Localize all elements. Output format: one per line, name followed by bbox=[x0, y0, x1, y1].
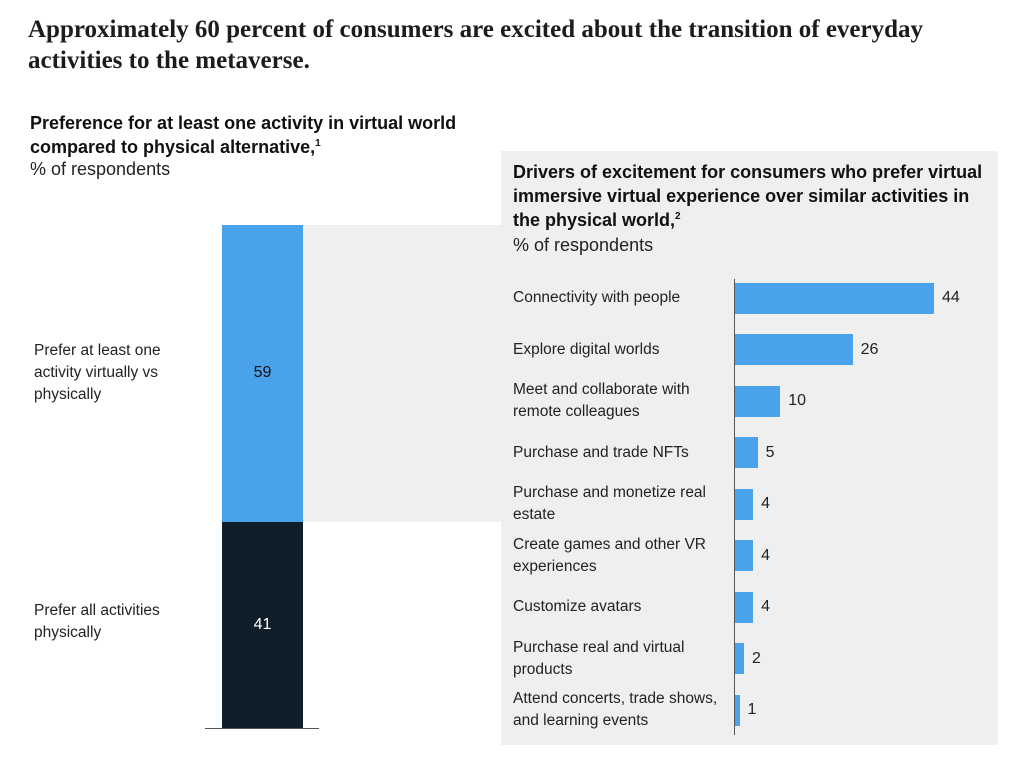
bar-value-7: 2 bbox=[752, 649, 761, 667]
bar-6 bbox=[735, 591, 754, 623]
left-chart-baseline bbox=[205, 728, 319, 729]
right-chart-footnote-marker: 2 bbox=[675, 211, 681, 222]
right-chart-axis bbox=[734, 279, 735, 735]
bar-value-1: 26 bbox=[860, 340, 879, 358]
bar-category-label-0: Connectivity with people bbox=[513, 289, 681, 306]
left-chart-title-text: Preference for at least one activity in … bbox=[30, 113, 457, 157]
stack-category-label-0: Prefer at least one activity virtually v… bbox=[34, 342, 161, 403]
bar-value-0: 44 bbox=[942, 289, 960, 306]
stack-segment-value-0: 59 bbox=[253, 364, 272, 382]
right-chart-unit-label: % of respondents bbox=[513, 235, 654, 255]
bar-value-8: 1 bbox=[747, 701, 757, 718]
stack-category-label-1: Prefer all activities physically bbox=[34, 602, 160, 641]
bar-value-5: 4 bbox=[761, 546, 770, 564]
right-chart-title-text: Drivers of excitement for consumers who … bbox=[513, 162, 983, 230]
headline: Approximately 60 percent of consumers ar… bbox=[28, 16, 924, 74]
right-chart-title: Drivers of excitement for consumers who … bbox=[513, 160, 983, 232]
bar-1 bbox=[735, 334, 853, 365]
left-chart-unit-label: % of respondents bbox=[30, 159, 171, 179]
bar-category-label-8: Attend concerts, trade shows, and learni… bbox=[513, 690, 718, 729]
bar-value-3: 5 bbox=[765, 443, 775, 461]
bar-value-2: 10 bbox=[788, 392, 807, 409]
bar-0 bbox=[735, 282, 934, 314]
bar-3 bbox=[735, 437, 758, 468]
left-chart-footnote-marker: 1 bbox=[315, 138, 321, 149]
stack-segment-value-1: 41 bbox=[253, 615, 272, 633]
stack-segment-0 bbox=[222, 225, 303, 522]
bar-category-label-3: Purchase and trade NFTs bbox=[513, 443, 689, 461]
bar-category-label-6: Customize avatars bbox=[513, 598, 642, 615]
stack-segment-1 bbox=[222, 521, 303, 728]
bar-category-label-2: Meet and collaborate with remote colleag… bbox=[513, 381, 690, 420]
bar-category-label-1: Explore digital worlds bbox=[513, 340, 660, 358]
bar-value-6: 4 bbox=[761, 598, 770, 615]
bar-7 bbox=[735, 643, 745, 674]
bar-8 bbox=[735, 694, 740, 726]
bar-category-label-5: Create games and other VR experiences bbox=[513, 535, 706, 575]
bar-category-label-7: Purchase real and virtual products bbox=[513, 638, 685, 678]
left-chart-title: Preference for at least one activity in … bbox=[30, 111, 470, 159]
panel-connector-band bbox=[303, 225, 501, 522]
bar-5 bbox=[735, 540, 754, 571]
bar-value-4: 4 bbox=[761, 495, 770, 512]
bar-category-label-4: Purchase and monetize real estate bbox=[513, 484, 707, 523]
bar-4 bbox=[735, 488, 754, 520]
bar-2 bbox=[735, 385, 781, 417]
